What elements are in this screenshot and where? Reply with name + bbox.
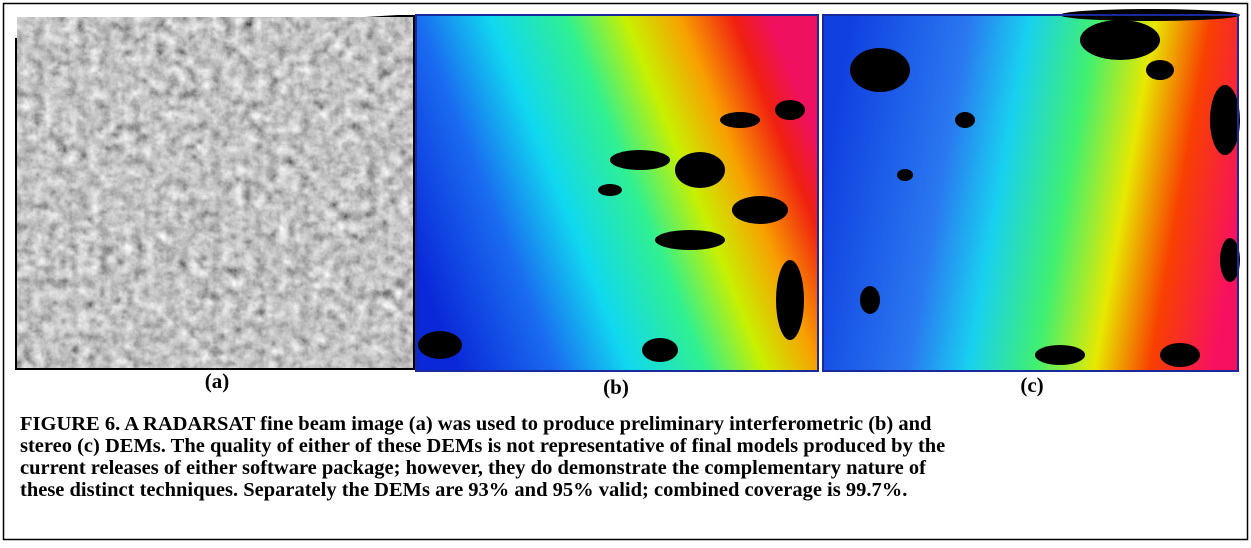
panel-c (823, 9, 1240, 371)
panel-label: (c) (1020, 373, 1043, 397)
caption-line: these distinct techniques. Separately th… (20, 479, 907, 501)
panel-label: (a) (205, 369, 230, 393)
caption-line: stereo (c) DEMs. The quality of either o… (20, 435, 945, 457)
panel-a (15, 15, 415, 370)
caption-line: FIGURE 6. A RADARSAT fine beam image (a)… (20, 413, 932, 435)
figure: (a) (b) (c) FIGURE 6. A RADARSAT fine be… (0, 0, 1251, 543)
panel-b (416, 15, 818, 371)
panel-label: (b) (603, 375, 629, 399)
caption-line: current releases of either software pack… (20, 457, 927, 479)
